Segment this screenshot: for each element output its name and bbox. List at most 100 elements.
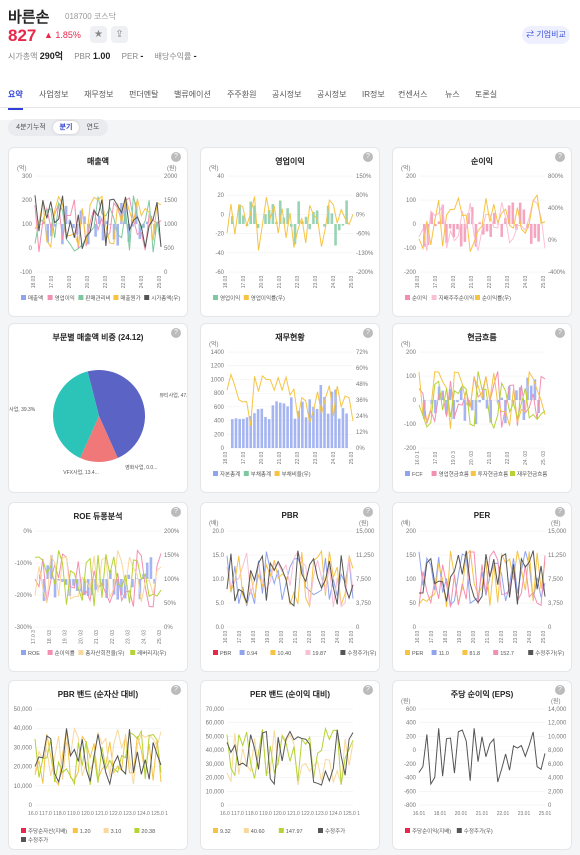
tab-financial[interactable]: 재무정보 [84,90,114,99]
x-tick-label: 17.03 [433,452,439,465]
help-icon[interactable]: ? [555,685,565,695]
y-tick-label: 20.0 [212,529,224,535]
help-icon[interactable]: ? [363,152,373,162]
tab-disclosure[interactable]: 공시정보 [272,90,302,99]
y2-tick-label: 60% [356,366,369,372]
compare-button[interactable]: ⇄ 기업비교 [522,26,570,44]
chart-card: 재무현황? (억) 1400 1200 1000 800 600 400 200 0 72% 60% 4… [200,323,380,493]
help-icon[interactable]: ? [555,328,565,338]
legend-label: 152.7 [500,651,514,657]
legend-label: 주당순자산(지배) [28,827,67,835]
x-tick-label: 22.03 [499,631,505,644]
help-icon[interactable]: ? [363,507,373,517]
tab-shareholder[interactable]: 주주환원 [227,90,257,99]
series-line [418,549,546,608]
period-4q[interactable]: 4분기누적 [16,124,46,131]
x-tick-label: 17.0 1 [42,811,56,817]
period-year[interactable]: 연도 [86,124,100,131]
legend-swatch [243,295,249,300]
unit-label: (배) [209,519,219,527]
bar [463,224,467,242]
legend-swatch [21,837,26,842]
bar [290,397,293,448]
pie-slice[interactable] [80,416,118,462]
bar [537,224,540,242]
legend-swatch [21,828,26,833]
x-tick-label: 19. 03 [63,630,69,644]
y-tick-label: 0% [23,529,32,535]
legend-swatch [462,650,468,655]
chart-card: 현금흐름? (억) 200 100 0 -100 -200 16.0 1 17.03 19.0 3… [392,323,572,493]
pie-slice[interactable] [53,371,99,458]
x-tick-label: 18.03 [443,631,449,644]
legend-swatch [243,828,249,833]
legend-swatch [405,828,410,833]
bar [470,207,474,224]
x-tick-label: 20.01 [455,811,468,817]
bar [105,579,108,598]
help-icon[interactable]: ? [363,328,373,338]
pie-slice[interactable] [99,416,118,459]
y-tick-label: 30,000 [206,762,225,768]
chart-card: ROE 듀퐁분석? 0% -100% -200% -300% 200% 150% 100% 50… [8,502,188,672]
y2-tick-label: 2,000 [548,789,564,795]
bar [98,215,101,224]
y-tick-label: 1200 [211,364,225,370]
help-icon[interactable]: ? [171,507,181,517]
x-tick-label: 20.03 [259,276,265,289]
tab-business[interactable]: 사업정보 [39,90,69,99]
y2-tick-label: 10,000 [548,734,567,740]
help-icon[interactable]: ? [555,507,565,517]
legend-label: 부채비율(우) [282,470,311,478]
series-line [226,550,354,607]
help-icon[interactable]: ? [171,328,181,338]
tab-forum[interactable]: 토론실 [475,90,498,99]
tab-notice[interactable]: 공시정보 [317,90,347,99]
bar [341,408,345,448]
y-tick-label: -400 [404,776,417,782]
pie-slice[interactable] [87,370,146,459]
stock-header: 바른손 018700 코스닥 827 ▲ 1.85% ★ ⇪ 시가총액 290억… [0,0,580,120]
help-icon[interactable]: ? [363,685,373,695]
bar [86,579,90,596]
x-tick-label: 16.03 [223,631,229,644]
y2-tick-label: 12% [356,430,369,436]
tab-valuation[interactable]: 밸류에이션 [174,90,211,99]
tab-ir[interactable]: IR정보 [362,90,385,99]
help-icon[interactable]: ? [171,685,181,695]
bar [109,224,112,225]
bar [145,221,149,224]
series-line [418,371,546,430]
x-tick-label: 18.03 [251,631,257,644]
share-icon[interactable]: ⇪ [111,26,128,43]
legend-label: 판매관리비 [85,294,110,302]
x-tick-label: 20.03 [451,276,457,289]
help-icon[interactable]: ? [171,152,181,162]
tab-summary[interactable]: 요약 [8,89,23,110]
star-icon[interactable]: ★ [90,26,107,43]
bar [264,214,267,224]
tab-fundamental[interactable]: 펀더멘탈 [129,90,159,99]
tab-consensus[interactable]: 컨센서스 [398,90,428,99]
x-tick-label: 20. 03 [78,630,84,644]
x-tick-label: 20.03 [67,276,73,289]
legend-label: 총자산회전율(우) [85,649,124,657]
x-tick-label: 21.03 [293,631,299,644]
tab-news[interactable]: 뉴스 [445,90,460,99]
x-tick-label: 16.01 [413,811,426,817]
chart-card: 영업이익? (억) 40 20 0 -20 -40 -60 150% 80% 0% -60% -130%… [200,147,380,317]
y-tick-label: 40,000 [206,748,225,754]
y2-tick-label: 0 [548,625,552,631]
chart-card: 부문별 매출액 비중 (24.12)? 뷰티사업, 47.3% 영화사업, 0.0.… [8,323,188,493]
period-quarter[interactable]: 분기 [53,121,79,134]
x-tick-label: 21.03 [485,631,491,644]
y-tick-label: -40 [215,251,224,257]
bar [238,418,241,448]
x-tick-label: 16.0 1 [28,811,42,817]
y2-tick-label: -400% [548,270,566,276]
legend-label: 147.97 [286,829,303,835]
bar [286,406,289,448]
legend-swatch [340,650,346,655]
legend-swatch [318,828,323,833]
help-icon[interactable]: ? [555,152,565,162]
